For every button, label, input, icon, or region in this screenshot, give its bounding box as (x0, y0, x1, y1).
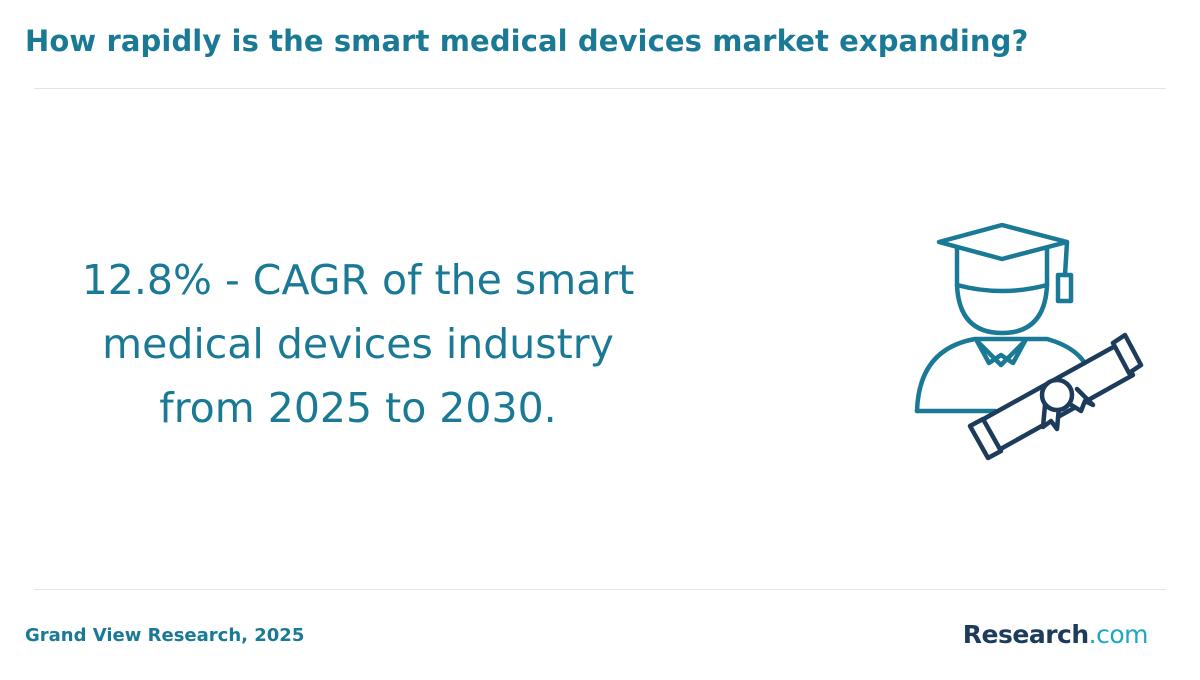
source-credit: Grand View Research, 2025 (25, 625, 305, 646)
stat-line-3: from 2025 to 2030. (159, 384, 557, 432)
stat-line-2: medical devices industry (102, 320, 614, 368)
brand-domain: .com (1088, 620, 1149, 649)
graduate-with-diploma-icon (914, 222, 1144, 461)
brand-logo[interactable]: Research.com (962, 620, 1149, 649)
stat-line-1: 12.8% - CAGR of the smart (81, 256, 635, 304)
page-title: How rapidly is the smart medical devices… (25, 24, 1029, 58)
bottom-divider (34, 589, 1166, 590)
top-divider (34, 88, 1166, 89)
brand-name: Research (962, 620, 1089, 649)
stat-statement: 12.8% - CAGR of the smart medical device… (58, 248, 658, 440)
